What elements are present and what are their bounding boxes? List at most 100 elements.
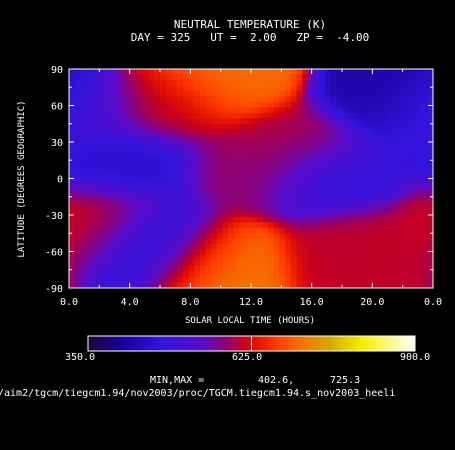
heatmap-cell — [114, 238, 121, 245]
heatmap-cell — [342, 129, 349, 136]
heatmap-cell — [80, 101, 87, 108]
heatmap-cell — [211, 249, 218, 256]
heatmap-cell — [160, 134, 167, 141]
heatmap-cell — [364, 277, 372, 284]
heatmap-cell — [154, 233, 161, 240]
heatmap-cell — [245, 145, 252, 152]
heatmap-cell — [359, 211, 366, 218]
heatmap-cell — [251, 233, 258, 240]
heatmap-cell — [268, 167, 275, 174]
heatmap-cell — [279, 156, 286, 163]
heatmap-cell — [364, 123, 372, 130]
heatmap-cell — [182, 255, 190, 262]
heatmap-cell — [216, 238, 224, 245]
heatmap-cell — [359, 189, 366, 196]
heatmap-cell — [427, 129, 433, 136]
heatmap-cell — [211, 74, 218, 81]
heatmap-cell — [97, 178, 104, 185]
heatmap-cell — [205, 74, 212, 81]
heatmap-cell — [307, 140, 315, 147]
heatmap-cell — [216, 200, 224, 207]
heatmap-cell — [74, 85, 81, 92]
heatmap-cell — [427, 227, 433, 234]
heatmap-cell — [324, 101, 332, 108]
heatmap-cell — [410, 156, 417, 163]
heatmap-cell — [285, 85, 292, 92]
heatmap-cell — [353, 178, 360, 185]
heatmap-cell — [353, 96, 360, 103]
heatmap-cell — [324, 222, 332, 229]
heatmap-cell — [251, 90, 258, 97]
heatmap-cell — [376, 107, 383, 114]
heatmap-cell — [137, 277, 144, 284]
heatmap-cell — [381, 134, 389, 141]
heatmap-cell — [131, 249, 138, 256]
heatmap-cell — [245, 282, 252, 288]
heatmap-cell — [103, 189, 110, 196]
heatmap-cell — [307, 101, 315, 108]
heatmap-cell — [376, 140, 383, 147]
heatmap-cell — [182, 244, 190, 251]
heatmap-cell — [370, 194, 377, 201]
heatmap-cell — [290, 200, 298, 207]
heatmap-cell — [427, 244, 433, 251]
heatmap-cell — [199, 134, 207, 141]
heatmap-cell — [273, 194, 281, 201]
heatmap-cell — [137, 205, 144, 212]
heatmap-cell — [177, 101, 184, 108]
heatmap-cell — [268, 96, 275, 103]
heatmap-cell — [393, 156, 400, 163]
heatmap-cell — [228, 255, 235, 262]
heatmap-cell — [194, 107, 201, 114]
heatmap-cell — [131, 162, 138, 169]
heatmap-cell — [177, 227, 184, 234]
heatmap-cell — [177, 90, 184, 97]
heatmap-cell — [233, 227, 241, 234]
heatmap-cell — [103, 249, 110, 256]
heatmap-cell — [387, 79, 394, 87]
heatmap-cell — [347, 205, 354, 212]
heatmap-cell — [342, 79, 349, 87]
heatmap-cell — [393, 167, 400, 174]
heatmap-cell — [359, 266, 366, 273]
heatmap-cell — [239, 69, 246, 76]
heatmap-cell — [324, 244, 332, 251]
heatmap-cell — [69, 282, 76, 288]
heatmap-cell — [171, 96, 178, 103]
heatmap-cell — [91, 145, 99, 152]
heatmap-cell — [387, 96, 394, 103]
heatmap-cell — [165, 140, 172, 147]
heatmap-cell — [296, 282, 303, 288]
heatmap-cell — [205, 216, 212, 223]
heatmap-cell — [319, 140, 326, 147]
heatmap-cell — [199, 200, 207, 207]
heatmap-cell — [142, 123, 150, 130]
heatmap-cell — [353, 282, 360, 288]
heatmap-cell — [142, 183, 150, 191]
heatmap-cell — [199, 189, 207, 196]
heatmap-cell — [233, 118, 241, 125]
heatmap-cell — [410, 244, 417, 251]
heatmap-cell — [353, 145, 360, 152]
heatmap-cell — [307, 162, 315, 169]
heatmap-cell — [330, 134, 337, 141]
heatmap-cell — [108, 211, 116, 218]
heatmap-cell — [239, 162, 246, 169]
heatmap-cell — [154, 69, 161, 76]
heatmap-cell — [262, 151, 269, 158]
heatmap-cell — [142, 205, 150, 212]
heatmap-cell — [364, 162, 372, 169]
heatmap-cell — [228, 205, 235, 212]
heatmap-cell — [199, 227, 207, 234]
heatmap-cell — [319, 151, 326, 158]
heatmap-cell — [199, 277, 207, 284]
heatmap-cell — [410, 118, 417, 125]
heatmap-cell — [393, 118, 400, 125]
heatmap-cell — [302, 167, 309, 174]
heatmap-cell — [233, 151, 241, 158]
heatmap-cell — [296, 156, 303, 163]
heatmap-cell — [188, 249, 195, 256]
heatmap-cell — [228, 145, 235, 152]
heatmap-cell — [370, 107, 377, 114]
heatmap-cell — [199, 244, 207, 251]
